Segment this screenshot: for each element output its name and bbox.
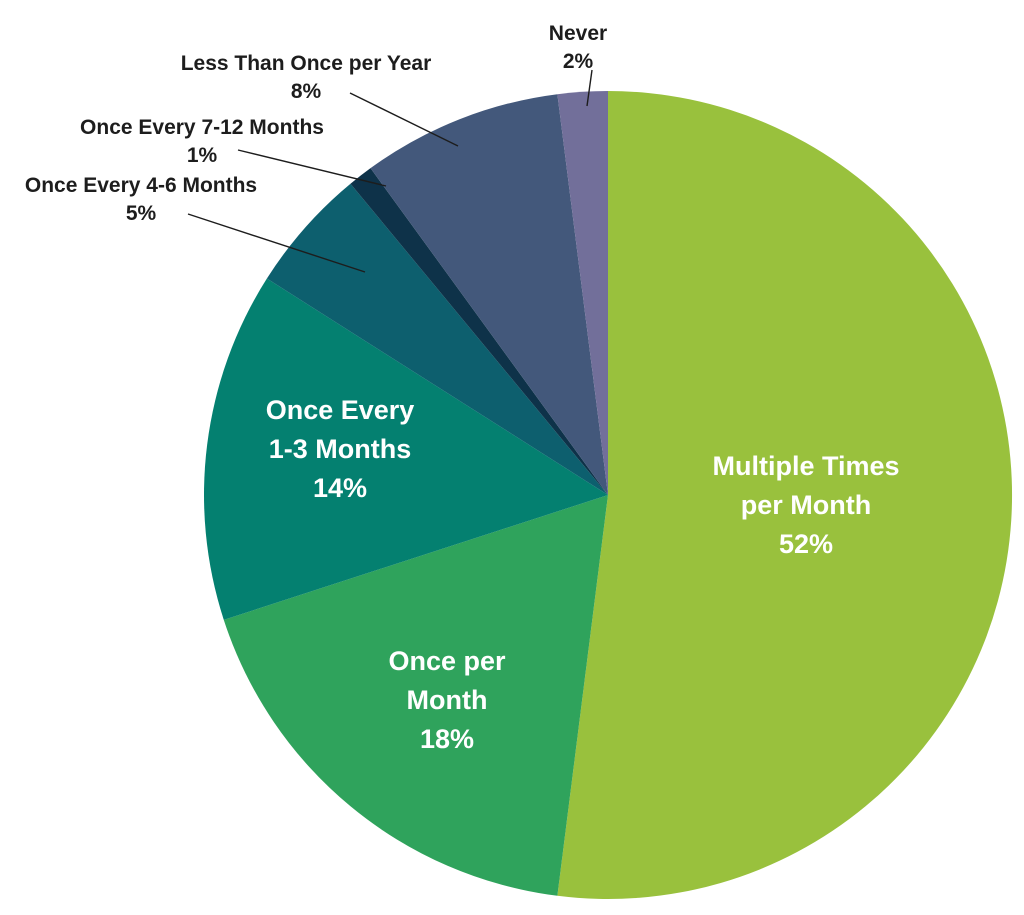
leader-line-less-than-once-per-year bbox=[349, 92, 459, 147]
pie-slice-multiple-times-per-month bbox=[557, 91, 1013, 899]
pie-slice-never bbox=[557, 91, 608, 495]
slice-label-once-every-7-12-months: Once Every 7-12 Months 1% bbox=[80, 116, 324, 167]
leader-line-once-every-7-12-months bbox=[237, 149, 387, 187]
pie-slice-once-per-month bbox=[223, 495, 608, 896]
pie-slice-less-than-once-per-year bbox=[370, 94, 608, 495]
slice-label-once-per-month: Once per Month 18% bbox=[388, 646, 506, 754]
slice-label-never: Never 2% bbox=[549, 22, 607, 73]
leader-line-once-every-4-6-months bbox=[187, 213, 366, 273]
slice-label-once-every-4-6-months: Once Every 4-6 Months 5% bbox=[25, 174, 257, 225]
slice-label-multiple-times-per-month: Multiple Times per Month 52% bbox=[712, 451, 899, 559]
pie-slice-once-every-7-12-months bbox=[350, 168, 608, 495]
pie-slice-once-every-4-6-months bbox=[266, 183, 608, 495]
slice-label-less-than-once-per-year: Less Than Once per Year 8% bbox=[181, 52, 432, 103]
pie-slice-once-every-1-3-months bbox=[203, 278, 608, 620]
leader-line-never bbox=[586, 69, 593, 107]
slice-label-once-every-1-3-months: Once Every 1-3 Months 14% bbox=[266, 395, 415, 503]
